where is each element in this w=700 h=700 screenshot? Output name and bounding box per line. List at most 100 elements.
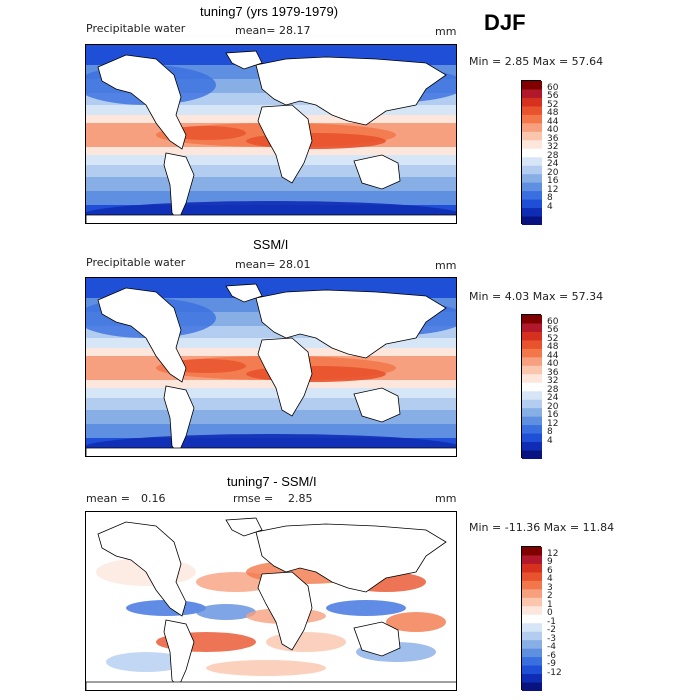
panel-2-minmax: Min = 4.03 Max = 57.34: [469, 290, 604, 303]
colorbar-swatch: [522, 450, 542, 459]
colorbar-swatch: [522, 374, 542, 384]
colorbar-swatch: [522, 555, 542, 565]
colorbar-swatch: [522, 89, 542, 99]
colorbar-swatch: [522, 433, 542, 443]
panel-2-variable: Precipitable water: [86, 256, 186, 269]
colorbar-tick-label: 28: [547, 150, 559, 161]
colorbar-swatch: [522, 174, 542, 184]
colorbar-tick-label: 4: [547, 435, 553, 446]
panel-2-map: [85, 277, 457, 457]
panel-3-rmse-value: 2.85: [288, 492, 313, 505]
colorbar-tick-label: 1: [547, 599, 553, 610]
colorbar-swatch: [522, 208, 542, 218]
panel-3-map: [85, 511, 457, 691]
colorbar-swatch: [522, 547, 542, 556]
colorbar-tick-label: 20: [547, 401, 559, 412]
colorbar-tick-label: 16: [547, 410, 559, 421]
colorbar-swatch: [522, 425, 542, 435]
panel-2-mean-value: 28.01: [279, 258, 311, 271]
panel-3-minmax: Min = -11.36 Max = 11.84: [469, 521, 615, 534]
colorbar-tick-label: 60: [547, 82, 559, 93]
colorbar-tick-label: 8: [547, 193, 553, 204]
colorbar-tick-label: 52: [547, 99, 559, 110]
panel-1-minmax: Min = 2.85 Max = 57.64: [469, 55, 604, 68]
panel-1-title: tuning7 (yrs 1979-1979): [200, 4, 339, 19]
colorbar-swatch: [522, 148, 542, 158]
colorbar-tick-label: -9: [547, 659, 556, 670]
colorbar-tick-label: 56: [547, 325, 559, 336]
colorbar-swatch: [522, 572, 542, 582]
colorbar-swatch: [522, 81, 542, 90]
colorbar-swatch: [522, 97, 542, 107]
colorbar-tick-label: 0: [547, 608, 553, 619]
panel-1-map: [85, 44, 457, 224]
colorbar-swatch: [522, 631, 542, 641]
colorbar-swatch: [522, 140, 542, 150]
panel-3-title: tuning7 - SSM/I: [227, 474, 317, 489]
panel-3-mean-label: mean =: [86, 492, 130, 505]
colorbar-swatch: [522, 606, 542, 616]
colorbar-swatch: [522, 614, 542, 624]
colorbar-tick-label: 44: [547, 350, 559, 361]
colorbar-tick-label: -12: [547, 667, 562, 678]
colorbar-tick-label: -1: [547, 616, 556, 627]
colorbar-swatch: [522, 123, 542, 133]
colorbar-swatch: [522, 216, 542, 225]
panel-3-rmse-label: rmse =: [233, 492, 274, 505]
colorbar-swatch: [522, 331, 542, 341]
colorbar-swatch: [522, 682, 542, 691]
colorbar-tick-label: 40: [547, 359, 559, 370]
panel-1-units: mm: [435, 25, 457, 38]
colorbar-tick-label: 56: [547, 91, 559, 102]
colorbar-swatch: [522, 114, 542, 124]
colorbar-tick-label: 9: [547, 557, 553, 568]
colorbar-swatch: [522, 340, 542, 350]
panel-2-title: SSM/I: [253, 237, 289, 252]
season-label: DJF: [484, 10, 526, 35]
colorbar-tick-label: 16: [547, 176, 559, 187]
colorbar-tick-label: 28: [547, 384, 559, 395]
colorbar-swatch: [522, 657, 542, 667]
colorbar-swatch: [522, 648, 542, 658]
colorbar-swatch: [522, 315, 542, 324]
colorbar-tick-label: 40: [547, 125, 559, 136]
colorbar-swatch: [522, 191, 542, 201]
colorbar-tick-label: 20: [547, 167, 559, 178]
colorbar-swatch: [522, 416, 542, 426]
colorbar-tick-label: 8: [547, 427, 553, 438]
colorbar-swatch: [522, 199, 542, 209]
panel-1-variable: Precipitable water: [86, 22, 186, 35]
panel-3-units: mm: [435, 492, 457, 505]
panel-1-mean-label: mean=: [235, 24, 276, 37]
colorbar-swatch: [522, 674, 542, 684]
colorbar-tick-label: 4: [547, 201, 553, 212]
colorbar-tick-label: 48: [547, 108, 559, 119]
colorbar-swatch: [522, 408, 542, 418]
colorbar-tick-label: 52: [547, 333, 559, 344]
colorbar-tick-label: -3: [547, 633, 556, 644]
colorbar-tick-label: 24: [547, 393, 559, 404]
colorbar-swatch: [522, 323, 542, 333]
colorbar-tick-label: 3: [547, 582, 553, 593]
colorbar-swatch: [522, 182, 542, 192]
colorbar-swatch: [522, 106, 542, 116]
colorbar-tick-label: 12: [547, 184, 559, 195]
colorbar-swatch: [522, 157, 542, 167]
colorbar-swatch: [522, 442, 542, 452]
colorbar-tick-label: 32: [547, 142, 559, 153]
colorbar-tick-label: 36: [547, 133, 559, 144]
colorbar-tick-label: 12: [547, 418, 559, 429]
colorbar-tick-label: -6: [547, 650, 556, 661]
colorbar-swatch: [522, 165, 542, 175]
panel-3-mean-value: 0.16: [141, 492, 166, 505]
colorbar-tick-label: 24: [547, 159, 559, 170]
colorbar-tick-label: 32: [547, 376, 559, 387]
colorbar-tick-label: 60: [547, 316, 559, 327]
colorbar-swatch: [522, 665, 542, 675]
colorbar-swatch: [522, 357, 542, 367]
panel-1-mean-value: 28.17: [279, 24, 311, 37]
colorbar-tick-label: 48: [547, 342, 559, 353]
colorbar-swatch: [522, 131, 542, 141]
panel-3-colorbar: [521, 546, 542, 691]
colorbar-swatch: [522, 348, 542, 358]
